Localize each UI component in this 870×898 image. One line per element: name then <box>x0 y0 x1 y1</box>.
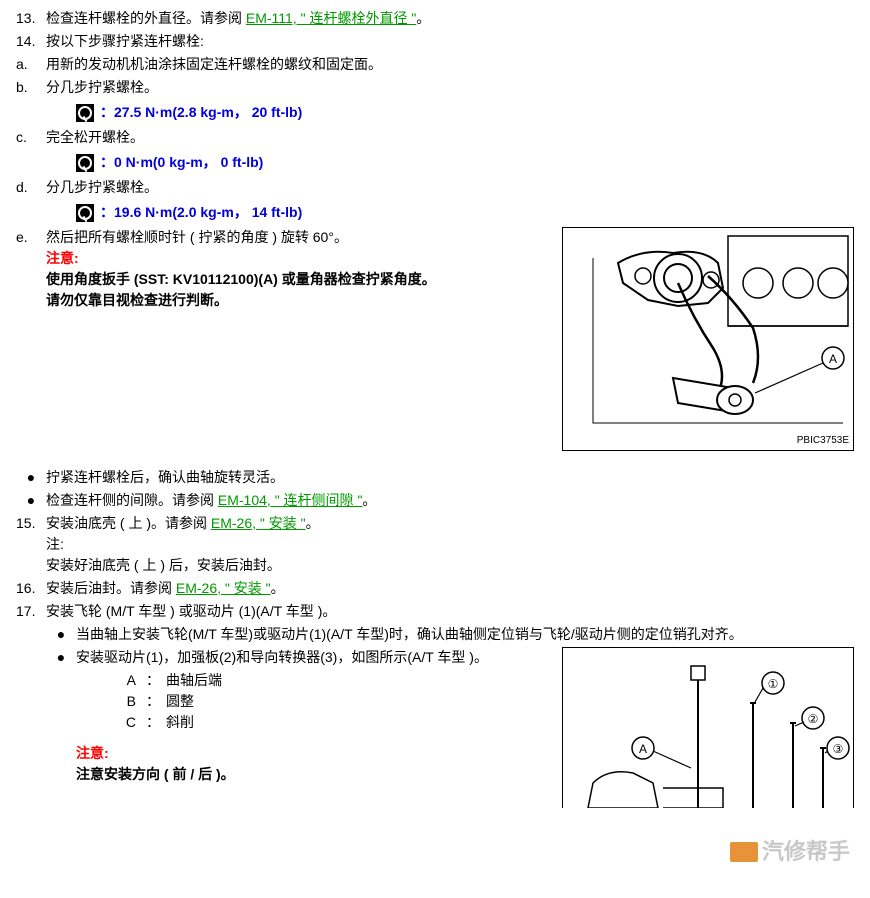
step-15: 15. 安装油底壳 ( 上 )。请参阅 EM-26, " 安装 "。 注: 安装… <box>16 513 854 576</box>
torque-spec-b: ：27.5 N·m(2.8 kg-m， 20 ft-lb) <box>76 102 854 123</box>
step-number: 17. <box>16 601 46 622</box>
svg-text:A: A <box>829 352 837 366</box>
svg-text:③: ③ <box>833 742 844 756</box>
step-number: 14. <box>16 31 46 52</box>
step-17-sub1: ● 当曲轴上安装飞轮(M/T 车型)或驱动片(1)(A/T 车型)时，确认曲轴侧… <box>46 624 854 645</box>
svg-text:②: ② <box>808 712 819 726</box>
step-17-sub2: ● 安装驱动片(1)，加强板(2)和导向转换器(3)，如图所示(A/T 车型 )… <box>46 647 554 668</box>
link-em111[interactable]: EM-111, " 连杆螺栓外直径 " <box>246 10 416 26</box>
step-14e: e. 然后把所有螺栓顺时针 ( 拧紧的角度 ) 旋转 60°。 注意: 使用角度… <box>16 227 554 311</box>
bullet-icon: ● <box>46 624 76 645</box>
step-number: d. <box>16 177 46 198</box>
svg-text:①: ① <box>768 677 779 691</box>
fig-mark-a: A <box>639 742 647 756</box>
step-text: 然后把所有螺栓顺时针 ( 拧紧的角度 ) 旋转 60°。 <box>46 227 554 248</box>
text: 。 <box>362 492 376 508</box>
step-14b: b. 分几步拧紧螺栓。 <box>16 77 854 98</box>
step-16: 16. 安装后油封。请参阅 EM-26, " 安装 "。 <box>16 578 854 599</box>
step-number: 15. <box>16 513 46 576</box>
figure-label: PBIC3753E <box>797 433 849 448</box>
sub-text: 安装驱动片(1)，加强板(2)和导向转换器(3)，如图所示(A/T 车型 )。 <box>76 647 554 668</box>
step-13: 13. 检查连杆螺栓的外直径。请参阅 EM-111, " 连杆螺栓外直径 "。 <box>16 8 854 29</box>
bullet-icon: ● <box>46 647 76 668</box>
step-text: 用新的发动机机油涂抹固定连杆螺栓的螺纹和固定面。 <box>46 54 854 75</box>
figure-2-svg: A ① ② ③ <box>563 648 853 808</box>
torque-value: ：0 N·m(0 kg-m， 0 ft-lb) <box>100 152 263 173</box>
step-14: 14. 按以下步骤拧紧连杆螺栓: <box>16 31 854 52</box>
legend-row-b: B ： 圆整 <box>116 691 554 712</box>
step-number: e. <box>16 227 46 311</box>
torque-spec-c: ：0 N·m(0 kg-m， 0 ft-lb) <box>76 152 854 173</box>
step-17-sub2-block: ● 安装驱动片(1)，加强板(2)和导向转换器(3)，如图所示(A/T 车型 )… <box>16 647 854 808</box>
legend-row-c: C ： 斜削 <box>116 712 554 733</box>
legend-sep: ： <box>146 670 160 691</box>
link-em26-2[interactable]: EM-26, " 安装 " <box>176 580 271 596</box>
step-14c: c. 完全松开螺栓。 <box>16 127 854 148</box>
step-text: 分几步拧紧螺栓。 <box>46 177 854 198</box>
step-number: 16. <box>16 578 46 599</box>
text: 。 <box>306 515 320 531</box>
legend-val: 斜削 <box>166 712 194 733</box>
caution-text: 请勿仅靠目视检查进行判断。 <box>46 290 554 311</box>
torque-value: ：19.6 N·m(2.0 kg-m， 14 ft-lb) <box>100 202 302 223</box>
bullet-2: ● 检查连杆侧的间隙。请参阅 EM-104, " 连杆侧间隙 "。 <box>16 490 854 511</box>
legend-key: A <box>116 670 136 691</box>
step-17: 17. 安装飞轮 (M/T 车型 ) 或驱动片 (1)(A/T 车型 )。 <box>16 601 854 622</box>
text: 。 <box>416 10 430 26</box>
step-number: 13. <box>16 8 46 29</box>
watermark-text: 汽修帮手 <box>762 835 850 868</box>
legend-block: A ： 曲轴后端 B ： 圆整 C ： 斜削 <box>116 670 554 733</box>
step-text: 安装后油封。请参阅 EM-26, " 安装 "。 <box>46 578 854 599</box>
step-text: 完全松开螺栓。 <box>46 127 854 148</box>
text: 安装后油封。请参阅 <box>46 580 176 596</box>
legend-val: 曲轴后端 <box>166 670 222 691</box>
torque-value: ：27.5 N·m(2.8 kg-m， 20 ft-lb) <box>100 102 302 123</box>
caution-block: 注意: 注意安装方向 ( 前 / 后 )。 <box>76 743 554 785</box>
figure-2: A ① ② ③ <box>562 647 854 808</box>
figure-1-svg: A <box>563 228 853 450</box>
legend-key: C <box>116 712 136 733</box>
caution-label: 注意: <box>46 248 554 269</box>
torque-spec-d: ：19.6 N·m(2.0 kg-m， 14 ft-lb) <box>76 202 854 223</box>
legend-sep: ： <box>146 691 160 712</box>
torque-icon <box>76 204 94 222</box>
step-number: c. <box>16 127 46 148</box>
note-text: 安装好油底壳 ( 上 ) 后，安装后油封。 <box>46 555 854 576</box>
caution-label: 注意: <box>76 743 554 764</box>
link-em26-1[interactable]: EM-26, " 安装 " <box>211 515 306 531</box>
step-number: b. <box>16 77 46 98</box>
step-text: 分几步拧紧螺栓。 <box>46 77 854 98</box>
torque-icon <box>76 104 94 122</box>
legend-row-a: A ： 曲轴后端 <box>116 670 554 691</box>
note-label: 注: <box>46 534 854 555</box>
text: 检查连杆侧的间隙。请参阅 <box>46 492 218 508</box>
torque-icon <box>76 154 94 172</box>
step-14e-block: e. 然后把所有螺栓顺时针 ( 拧紧的角度 ) 旋转 60°。 注意: 使用角度… <box>16 227 854 451</box>
step-number: a. <box>16 54 46 75</box>
watermark-icon <box>730 842 758 862</box>
sub-text: 当曲轴上安装飞轮(M/T 车型)或驱动片(1)(A/T 车型)时，确认曲轴侧定位… <box>76 624 854 645</box>
text: 。 <box>271 580 285 596</box>
caution-text: 使用角度扳手 (SST: KV10112100)(A) 或量角器检查拧紧角度。 <box>46 269 554 290</box>
step-text: 检查连杆螺栓的外直径。请参阅 EM-111, " 连杆螺栓外直径 "。 <box>46 8 854 29</box>
text: 安装油底壳 ( 上 )。请参阅 <box>46 515 211 531</box>
caution-text: 注意安装方向 ( 前 / 后 )。 <box>76 764 554 785</box>
text: 检查连杆螺栓的外直径。请参阅 <box>46 10 246 26</box>
legend-sep: ： <box>146 712 160 733</box>
watermark: 汽修帮手 <box>730 835 850 868</box>
link-em104[interactable]: EM-104, " 连杆侧间隙 " <box>218 492 363 508</box>
bullet-icon: ● <box>16 467 46 488</box>
step-14a: a. 用新的发动机机油涂抹固定连杆螺栓的螺纹和固定面。 <box>16 54 854 75</box>
legend-key: B <box>116 691 136 712</box>
bullet-icon: ● <box>16 490 46 511</box>
step-14d: d. 分几步拧紧螺栓。 <box>16 177 854 198</box>
legend-val: 圆整 <box>166 691 194 712</box>
figure-1: A PBIC3753E <box>562 227 854 451</box>
bullet-text: 检查连杆侧的间隙。请参阅 EM-104, " 连杆侧间隙 "。 <box>46 490 854 511</box>
step-text: 安装飞轮 (M/T 车型 ) 或驱动片 (1)(A/T 车型 )。 <box>46 601 854 622</box>
bullet-text: 拧紧连杆螺栓后，确认曲轴旋转灵活。 <box>46 467 854 488</box>
step-text: 按以下步骤拧紧连杆螺栓: <box>46 31 854 52</box>
bullet-1: ● 拧紧连杆螺栓后，确认曲轴旋转灵活。 <box>16 467 854 488</box>
